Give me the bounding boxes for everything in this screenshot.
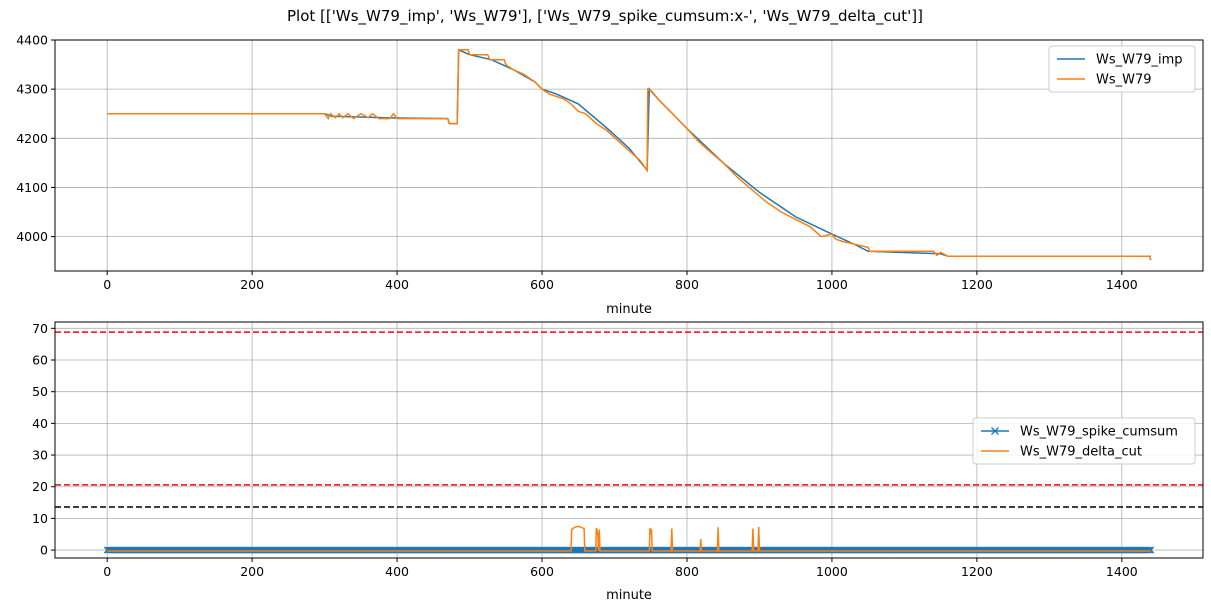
y-tick-label: 4400 [16,33,48,48]
y-tick-label: 60 [32,353,48,368]
series-line-Ws_W79 [107,49,1152,261]
y-tick-label: 40 [32,416,48,431]
y-tick-label: 4100 [16,180,48,195]
x-tick-label: 800 [675,277,699,292]
x-tick-label: 400 [385,564,409,579]
axes-frame [54,39,1204,272]
plot-area [107,48,1152,261]
y-tick-label: 0 [40,543,48,558]
y-tick-label: 50 [32,384,48,399]
y-tick-label: 70 [32,321,48,336]
legend-label: Ws_W79_delta_cut [1020,445,1142,460]
x-tick-label: 200 [240,564,264,579]
x-axis-label: minute [606,302,652,317]
x-tick-label: 0 [103,564,111,579]
x-tick-label: 1200 [961,564,993,579]
x-tick-label: 1000 [816,277,848,292]
x-tick-label: 600 [530,277,554,292]
legend-label: Ws_W79_imp [1096,53,1183,68]
legend: Ws_W79_imp Ws_W79 [1048,45,1196,93]
legend: Ws_W79_spike_cumsum Ws_W79_delta_cut [972,417,1196,465]
legend-box [1048,45,1196,93]
y-tick-label: 20 [32,479,48,494]
figure-title: Plot [['Ws_W79_imp', 'Ws_W79'], ['Ws_W79… [287,7,923,26]
y-tick-label: 4000 [16,229,48,244]
x-tick-label: 200 [240,277,264,292]
x-tick-label: 1200 [961,277,993,292]
x-tick-label: 1400 [1106,564,1138,579]
y-tick-label: 10 [32,511,48,526]
y-tick-label: 4300 [16,82,48,97]
legend-marker [991,427,999,435]
series-marker [1147,546,1155,554]
legend-label: Ws_W79_spike_cumsum [1020,425,1178,440]
x-tick-label: 1400 [1106,277,1138,292]
series-line-Ws_W79_delta_cut [107,525,1151,552]
legend-label: Ws_W79 [1096,73,1152,88]
x-tick-label: 0 [103,277,111,292]
x-tick-label: 800 [675,564,699,579]
series-marker [1144,546,1152,554]
top-axes: 0 200 400 600 800 1000 1200 1400 4000 4100 4200 430… [16,33,1204,317]
x-tick-label: 400 [385,277,409,292]
y-tick-label: 30 [32,448,48,463]
bottom-axes: 0 200 400 600 800 1000 1200 1400 0 10 20 30 40 50 60 70… [32,321,1204,603]
x-axis-label: minute [606,588,652,603]
legend-box [972,417,1196,465]
series-marker [1145,546,1153,554]
y-tick-label: 4200 [16,131,48,146]
x-tick-label: 1000 [816,564,848,579]
x-tick-label: 600 [530,564,554,579]
axes-frame [54,321,1204,559]
plot-area [55,331,1203,554]
